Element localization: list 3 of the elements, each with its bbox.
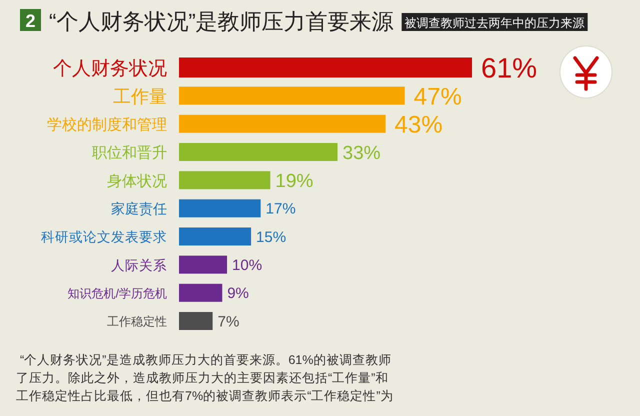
- section-number-label: 2: [26, 11, 36, 31]
- title: “个人财务状况”是教师压力首要来源: [49, 9, 394, 34]
- subtitle: 被调查教师过去两年中的压力来源: [404, 16, 585, 30]
